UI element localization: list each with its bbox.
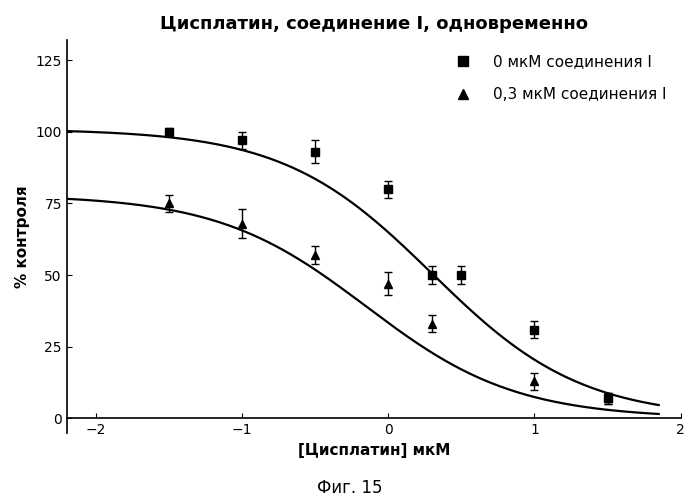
Legend: 0 мкМ соединения I, 0,3 мкМ соединения I: 0 мкМ соединения I, 0,3 мкМ соединения I xyxy=(442,48,673,108)
Title: Цисплатин, соединение I, одновременно: Цисплатин, соединение I, одновременно xyxy=(160,15,588,33)
Text: Фиг. 15: Фиг. 15 xyxy=(317,479,383,497)
X-axis label: [Цисплатин] мкМ: [Цисплатин] мкМ xyxy=(298,443,450,458)
Y-axis label: % контроля: % контроля xyxy=(15,185,30,288)
